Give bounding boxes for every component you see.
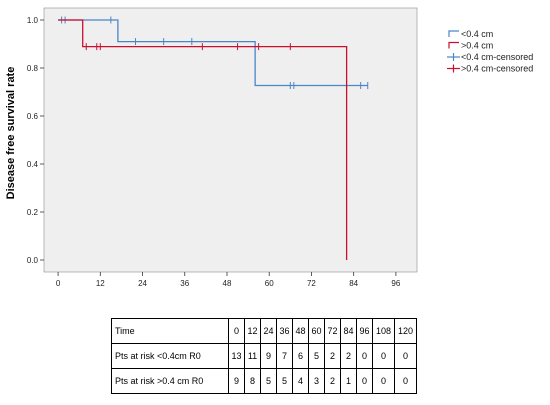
risk-cell: 5 [276, 368, 293, 394]
legend-swatch [448, 30, 459, 37]
risk-table: Time 0 12 24 36 48 60 72 84 96 108 120 P… [111, 318, 417, 394]
legend-label: >0.4 cm-censored [461, 64, 533, 74]
risk-cell: 0 [372, 343, 395, 369]
risk-row-label: Pts at risk <0.4cm R0 [111, 343, 229, 369]
x-tick-label: 84 [349, 279, 358, 288]
risk-cell: 9 [228, 368, 245, 394]
km-curve [58, 19, 368, 87]
time-cell: 0 [228, 318, 245, 344]
risk-table-header-row: Time 0 12 24 36 48 60 72 84 96 108 120 [111, 318, 417, 344]
x-tick-label: 72 [307, 279, 316, 288]
risk-cell: 5 [308, 343, 325, 369]
legend-swatch [448, 41, 459, 49]
risk-cell: 0 [372, 368, 395, 394]
risk-cell: 6 [292, 343, 309, 369]
y-tick-label: 0.6 [27, 112, 39, 121]
risk-cell: 0 [356, 343, 373, 369]
x-tick-label: 24 [138, 279, 147, 288]
x-tick-label: 0 [56, 279, 61, 288]
risk-table-header-label: Time [111, 318, 229, 344]
time-cell: 48 [292, 318, 309, 344]
series-layer [58, 16, 369, 260]
x-tick-label: 48 [223, 279, 232, 288]
time-cell: 36 [276, 318, 293, 344]
risk-cell: 7 [276, 343, 293, 369]
risk-cell: 2 [340, 343, 357, 369]
x-tick-label: 36 [180, 279, 189, 288]
km-curve [58, 19, 348, 260]
time-cell: 12 [244, 318, 261, 344]
time-cell: 72 [324, 318, 341, 344]
x-tick-label: 60 [265, 279, 274, 288]
x-tick-label: 96 [391, 279, 400, 288]
y-tick-label: 0.4 [27, 160, 39, 169]
risk-cell: 9 [260, 343, 277, 369]
legend: <0.4 cm >0.4 cm<0.4 cm-censored >0.4 cm-ce… [447, 29, 533, 74]
risk-cell: 3 [308, 368, 325, 394]
time-cell: 24 [260, 318, 277, 344]
risk-cell: 5 [260, 368, 277, 394]
risk-cell: 8 [244, 368, 261, 394]
risk-row-label: Pts at risk >0.4 cm R0 [111, 368, 229, 394]
risk-cell: 0 [394, 368, 417, 394]
km-chart: 0 12 24 36 48 60 72 84 96 0.0 0.2 0.4 0.6 0.8 1.0 <0.4… [27, 7, 533, 288]
risk-table-row: Pts at risk >0.4 cm R0 9 8 5 5 4 3 2 1 0… [111, 368, 417, 394]
legend-label: >0.4 cm [461, 41, 493, 51]
y-tick-label: 0.8 [27, 64, 39, 73]
time-cell: 96 [356, 318, 373, 344]
y-tick-label: 1.0 [27, 16, 39, 25]
legend-label: <0.4 cm [461, 29, 493, 39]
risk-cell: 4 [292, 368, 309, 394]
risk-cell: 2 [324, 343, 341, 369]
time-cell: 120 [394, 318, 417, 344]
risk-cell: 0 [356, 368, 373, 394]
time-cell: 84 [340, 318, 357, 344]
y-tick-label: 0.0 [27, 256, 39, 265]
legend-label: <0.4 cm-censored [461, 52, 533, 62]
y-tick-label: 0.2 [27, 208, 39, 217]
risk-table-row: Pts at risk <0.4cm R0 13 11 9 7 6 5 2 2 … [111, 343, 417, 369]
plot-area [43, 7, 418, 273]
risk-cell: 0 [394, 343, 417, 369]
risk-cell: 13 [228, 343, 245, 369]
x-tick-label: 12 [96, 279, 105, 288]
risk-cell: 1 [340, 368, 357, 394]
y-axis-label: Disease free survival rate [5, 66, 17, 200]
axes: 0 12 24 36 48 60 72 84 96 0.0 0.2 0.4 0.6 0.8 1.0 [27, 16, 401, 288]
time-cell: 108 [372, 318, 395, 344]
risk-cell: 11 [244, 343, 261, 369]
risk-cell: 2 [324, 368, 341, 394]
time-cell: 60 [308, 318, 325, 344]
